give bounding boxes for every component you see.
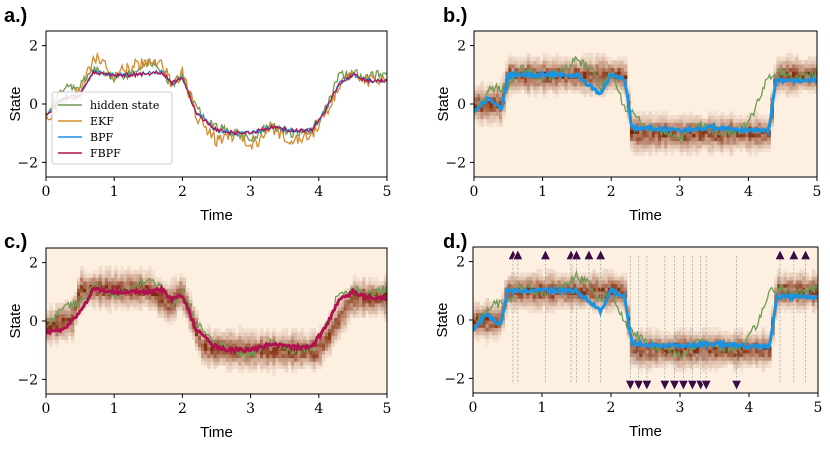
- x-tick-label: 3: [246, 401, 255, 417]
- panel-label: a.): [4, 5, 27, 27]
- x-tick-label: 1: [538, 400, 547, 416]
- x-tick-label: 4: [745, 400, 754, 416]
- x-tick-label: 2: [607, 400, 616, 416]
- up-event-marker: [774, 248, 786, 261]
- x-axis-label: Time: [629, 207, 662, 224]
- series-ekf: [46, 51, 387, 151]
- up-event-marker: [788, 248, 800, 261]
- event-markers: [507, 248, 812, 392]
- y-tick-label: 0: [456, 313, 465, 329]
- y-tick-label: −2: [17, 155, 38, 171]
- x-tick-label: 5: [813, 184, 822, 200]
- y-tick-label: −2: [444, 371, 465, 387]
- x-tick-label: 0: [42, 184, 51, 200]
- series-hidden-state: [473, 269, 818, 359]
- x-tick-label: 4: [314, 184, 323, 200]
- plot-area: [473, 247, 818, 393]
- down-event-marker: [686, 379, 698, 392]
- series-fbpf: [46, 69, 387, 136]
- y-tick-label: 2: [456, 255, 465, 271]
- y-tick-label: 2: [29, 39, 38, 55]
- x-tick-label: 2: [178, 401, 187, 417]
- y-tick-label: −2: [17, 372, 38, 388]
- x-axis-label: Time: [200, 207, 233, 224]
- down-event-marker: [677, 379, 690, 392]
- panel-label: c.): [4, 231, 27, 253]
- up-event-marker: [512, 248, 524, 261]
- y-axis-label: State: [435, 86, 452, 121]
- x-tick-label: 1: [538, 184, 547, 200]
- x-tick-label: 4: [314, 401, 323, 417]
- down-event-marker: [624, 379, 636, 392]
- y-tick-label: 2: [457, 39, 466, 55]
- event-lines: [512, 255, 806, 385]
- down-event-marker: [633, 379, 645, 392]
- legend-box: [51, 91, 173, 165]
- y-tick-label: 0: [457, 97, 466, 113]
- y-axis-label: State: [7, 303, 24, 338]
- x-tick-label: 2: [607, 184, 616, 200]
- panel-label: b.): [443, 5, 467, 27]
- y-tick-label: 0: [29, 314, 38, 330]
- y-axis-label: State: [434, 302, 451, 337]
- x-tick-label: 3: [246, 184, 255, 200]
- y-tick-label: 2: [29, 256, 38, 272]
- y-axis-label: State: [7, 86, 24, 121]
- panel-label: d.): [443, 231, 467, 253]
- legend-entry: BPF: [90, 131, 113, 144]
- up-event-marker: [800, 248, 812, 261]
- plot-area: [46, 248, 387, 394]
- legend: hidden state EKF BPF FBPF: [51, 91, 173, 165]
- x-tick-label: 0: [469, 400, 478, 416]
- x-tick-label: 1: [110, 184, 119, 200]
- plot-area: [46, 51, 387, 151]
- down-event-marker: [659, 379, 671, 392]
- x-tick-label: 5: [383, 401, 392, 417]
- y-tick-label: −2: [445, 155, 466, 171]
- series-fbpf: [46, 284, 387, 356]
- x-tick-label: 1: [110, 401, 119, 417]
- down-event-marker: [668, 379, 681, 392]
- x-tick-label: 3: [676, 400, 685, 416]
- up-event-marker: [583, 248, 595, 261]
- down-event-marker: [641, 379, 653, 392]
- series-bpf: [473, 284, 818, 352]
- x-tick-label: 2: [178, 184, 187, 200]
- x-tick-label: 0: [42, 401, 51, 417]
- x-axis-label: Time: [200, 424, 233, 441]
- up-event-marker: [595, 248, 607, 261]
- up-event-marker: [570, 248, 583, 261]
- y-tick-label: 0: [29, 97, 38, 113]
- series-bpf: [474, 69, 817, 136]
- down-event-marker: [731, 379, 743, 392]
- up-event-marker: [539, 248, 552, 261]
- legend-entry: hidden state: [90, 99, 159, 112]
- down-event-marker: [700, 379, 712, 392]
- legend-entry: EKF: [90, 115, 114, 128]
- x-tick-label: 5: [383, 184, 392, 200]
- legend-entry: FBPF: [90, 147, 121, 160]
- x-axis-label: Time: [629, 423, 662, 440]
- series-hidden-state: [474, 55, 817, 143]
- x-tick-label: 0: [470, 184, 479, 200]
- x-tick-label: 5: [814, 400, 823, 416]
- x-tick-label: 3: [675, 184, 684, 200]
- x-tick-label: 4: [744, 184, 753, 200]
- plot-area: [474, 31, 817, 177]
